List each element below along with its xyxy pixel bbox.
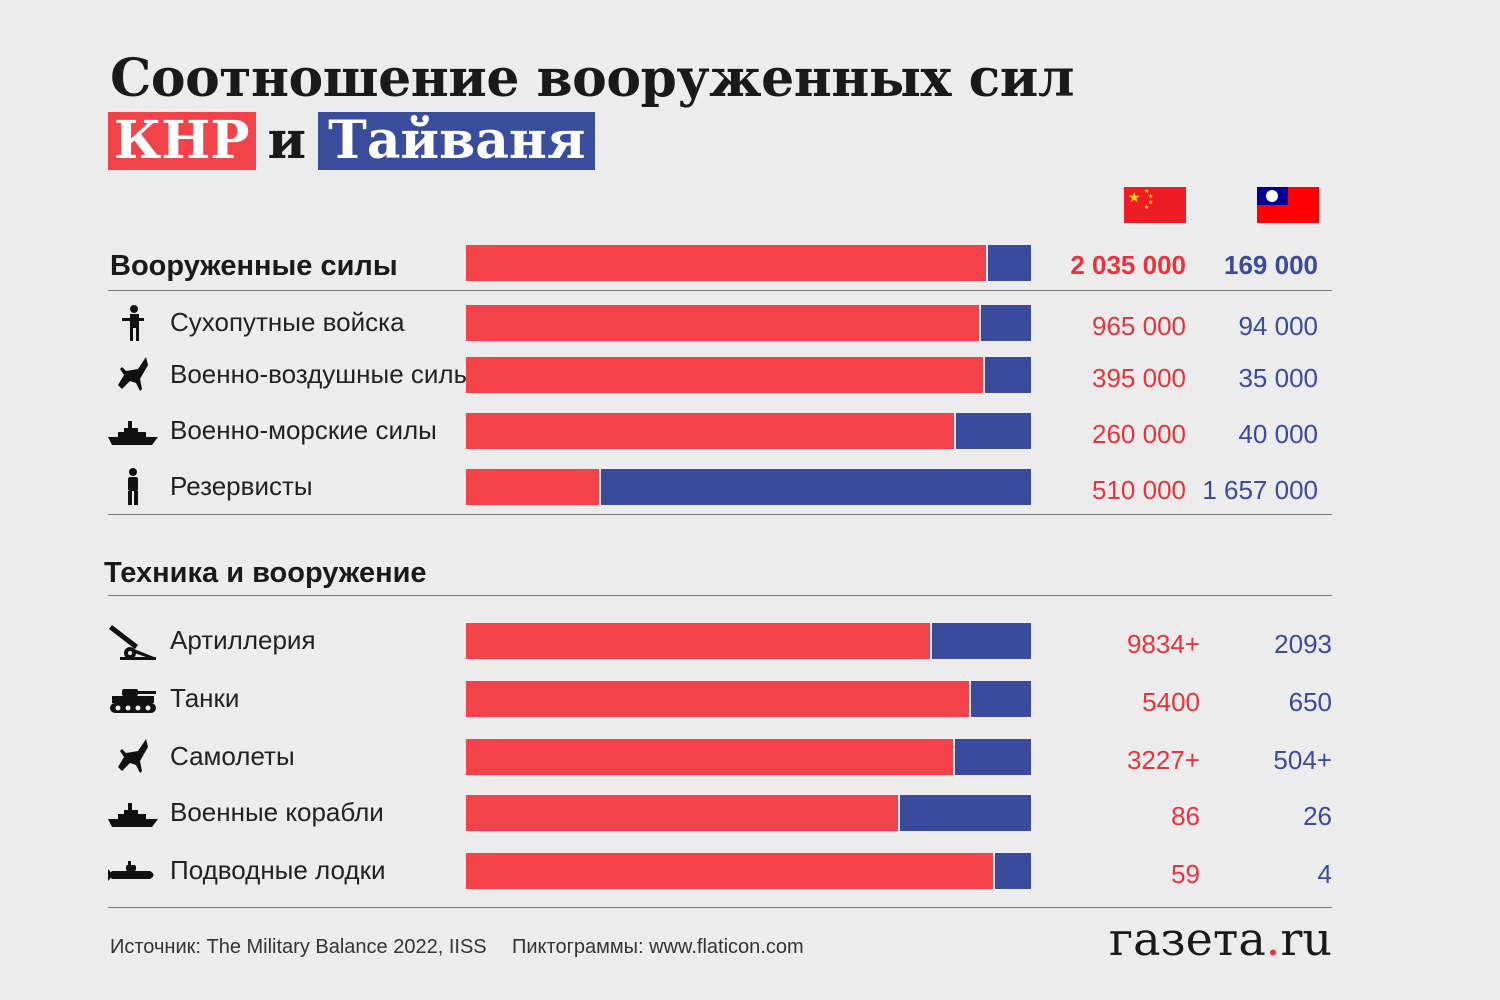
- bar-equipment-0: [466, 623, 1031, 659]
- bar-segment-prc: [466, 469, 599, 505]
- value-taiwan: 26: [1303, 801, 1332, 831]
- warship-icon: [108, 793, 158, 833]
- value-taiwan: 40 000: [1238, 419, 1318, 449]
- bar-segment-taiwan: [900, 795, 1031, 831]
- bar-segment-taiwan: [601, 469, 1031, 505]
- taiwan-flag-icon: [1257, 187, 1319, 223]
- bar-segment-prc: [466, 245, 986, 281]
- value-prc: 260 000: [1092, 419, 1186, 449]
- icons-credit: Пиктограммы: www.flaticon.com: [512, 936, 804, 958]
- title-line1: Соотношение вооруженных сил: [110, 48, 1075, 109]
- brand-logo: газета.ru: [1109, 912, 1332, 966]
- bar-segment-taiwan: [985, 357, 1031, 393]
- value-taiwan: 504+: [1273, 745, 1332, 775]
- artillery-icon: [108, 621, 158, 661]
- bar-segment-taiwan: [995, 853, 1031, 889]
- row-label: Сухопутные войска: [170, 307, 405, 337]
- value-prc: 86: [1171, 801, 1200, 831]
- bar-equipment-3: [466, 795, 1031, 831]
- bar-segment-prc: [466, 623, 930, 659]
- bar-segment-taiwan: [932, 623, 1031, 659]
- bar-equipment-4: [466, 853, 1031, 889]
- forces-total-taiwan: 169 000: [1224, 250, 1318, 280]
- value-prc: 9834+: [1126, 629, 1200, 659]
- value-taiwan: 2093: [1274, 629, 1332, 659]
- bar-segment-prc: [466, 681, 969, 717]
- value-prc: 5400: [1142, 687, 1200, 717]
- title-taiwan-tag: Тайваня: [318, 111, 596, 170]
- forces-top-rule: [108, 290, 1332, 291]
- tank-icon: [108, 679, 158, 719]
- value-prc: 3227+: [1126, 745, 1200, 775]
- equipment-bottom-rule: [108, 907, 1332, 908]
- equipment-heading: Техника и вооружение: [104, 557, 427, 589]
- row-label: Танки: [170, 683, 240, 713]
- jet-icon: [108, 355, 158, 395]
- value-taiwan: 4: [1317, 859, 1332, 889]
- bar-segment-taiwan: [955, 739, 1031, 775]
- row-label: Военно-воздушные силы: [170, 359, 473, 389]
- soldier-icon: [108, 303, 158, 343]
- forces-bottom-rule: [108, 514, 1332, 515]
- title-line2: КНР и Тайваня: [108, 110, 596, 171]
- bar-segment-prc: [466, 853, 993, 889]
- row-label: Военно-морские силы: [170, 415, 437, 445]
- bar-forces-2: [466, 413, 1031, 449]
- bar-equipment-2: [466, 739, 1031, 775]
- bar-segment-taiwan: [956, 413, 1031, 449]
- row-label: Резервисты: [170, 471, 313, 501]
- value-prc: 59: [1171, 859, 1200, 889]
- person-icon: [108, 467, 158, 507]
- bar-forces-3: [466, 469, 1031, 505]
- forces-total-prc: 2 035 000: [1070, 250, 1186, 280]
- submarine-icon: [108, 851, 158, 891]
- value-taiwan: 94 000: [1238, 311, 1318, 341]
- bar-segment-taiwan: [981, 305, 1031, 341]
- value-taiwan: 1 657 000: [1202, 475, 1318, 505]
- bar-forces-1: [466, 357, 1031, 393]
- bar-forces-0: [466, 305, 1031, 341]
- forces-heading: Вооруженные силы: [110, 250, 398, 282]
- bar-equipment-1: [466, 681, 1031, 717]
- title-prc-tag: КНР: [108, 111, 256, 170]
- row-label: Самолеты: [170, 741, 295, 771]
- value-prc: 510 000: [1092, 475, 1186, 505]
- row-label: Артиллерия: [170, 625, 316, 655]
- bar-segment-taiwan: [988, 245, 1031, 281]
- row-label: Военные корабли: [170, 797, 384, 827]
- bar-forces-total: [466, 245, 1031, 281]
- value-taiwan: 35 000: [1238, 363, 1318, 393]
- bar-segment-prc: [466, 305, 979, 341]
- bar-segment-taiwan: [971, 681, 1031, 717]
- value-prc: 395 000: [1092, 363, 1186, 393]
- prc-flag-icon: ★ ★ ★ ★ ★: [1124, 187, 1186, 223]
- value-prc: 965 000: [1092, 311, 1186, 341]
- bar-segment-prc: [466, 413, 954, 449]
- title-conjunction: и: [267, 110, 307, 171]
- source-note: Источник: The Military Balance 2022, IIS…: [110, 936, 487, 958]
- bar-segment-prc: [466, 739, 953, 775]
- bar-segment-prc: [466, 357, 983, 393]
- row-label: Подводные лодки: [170, 855, 386, 885]
- warship-icon: [108, 411, 158, 451]
- jet-icon: [108, 737, 158, 777]
- bar-segment-prc: [466, 795, 898, 831]
- value-taiwan: 650: [1288, 687, 1332, 717]
- equipment-top-rule: [108, 595, 1332, 596]
